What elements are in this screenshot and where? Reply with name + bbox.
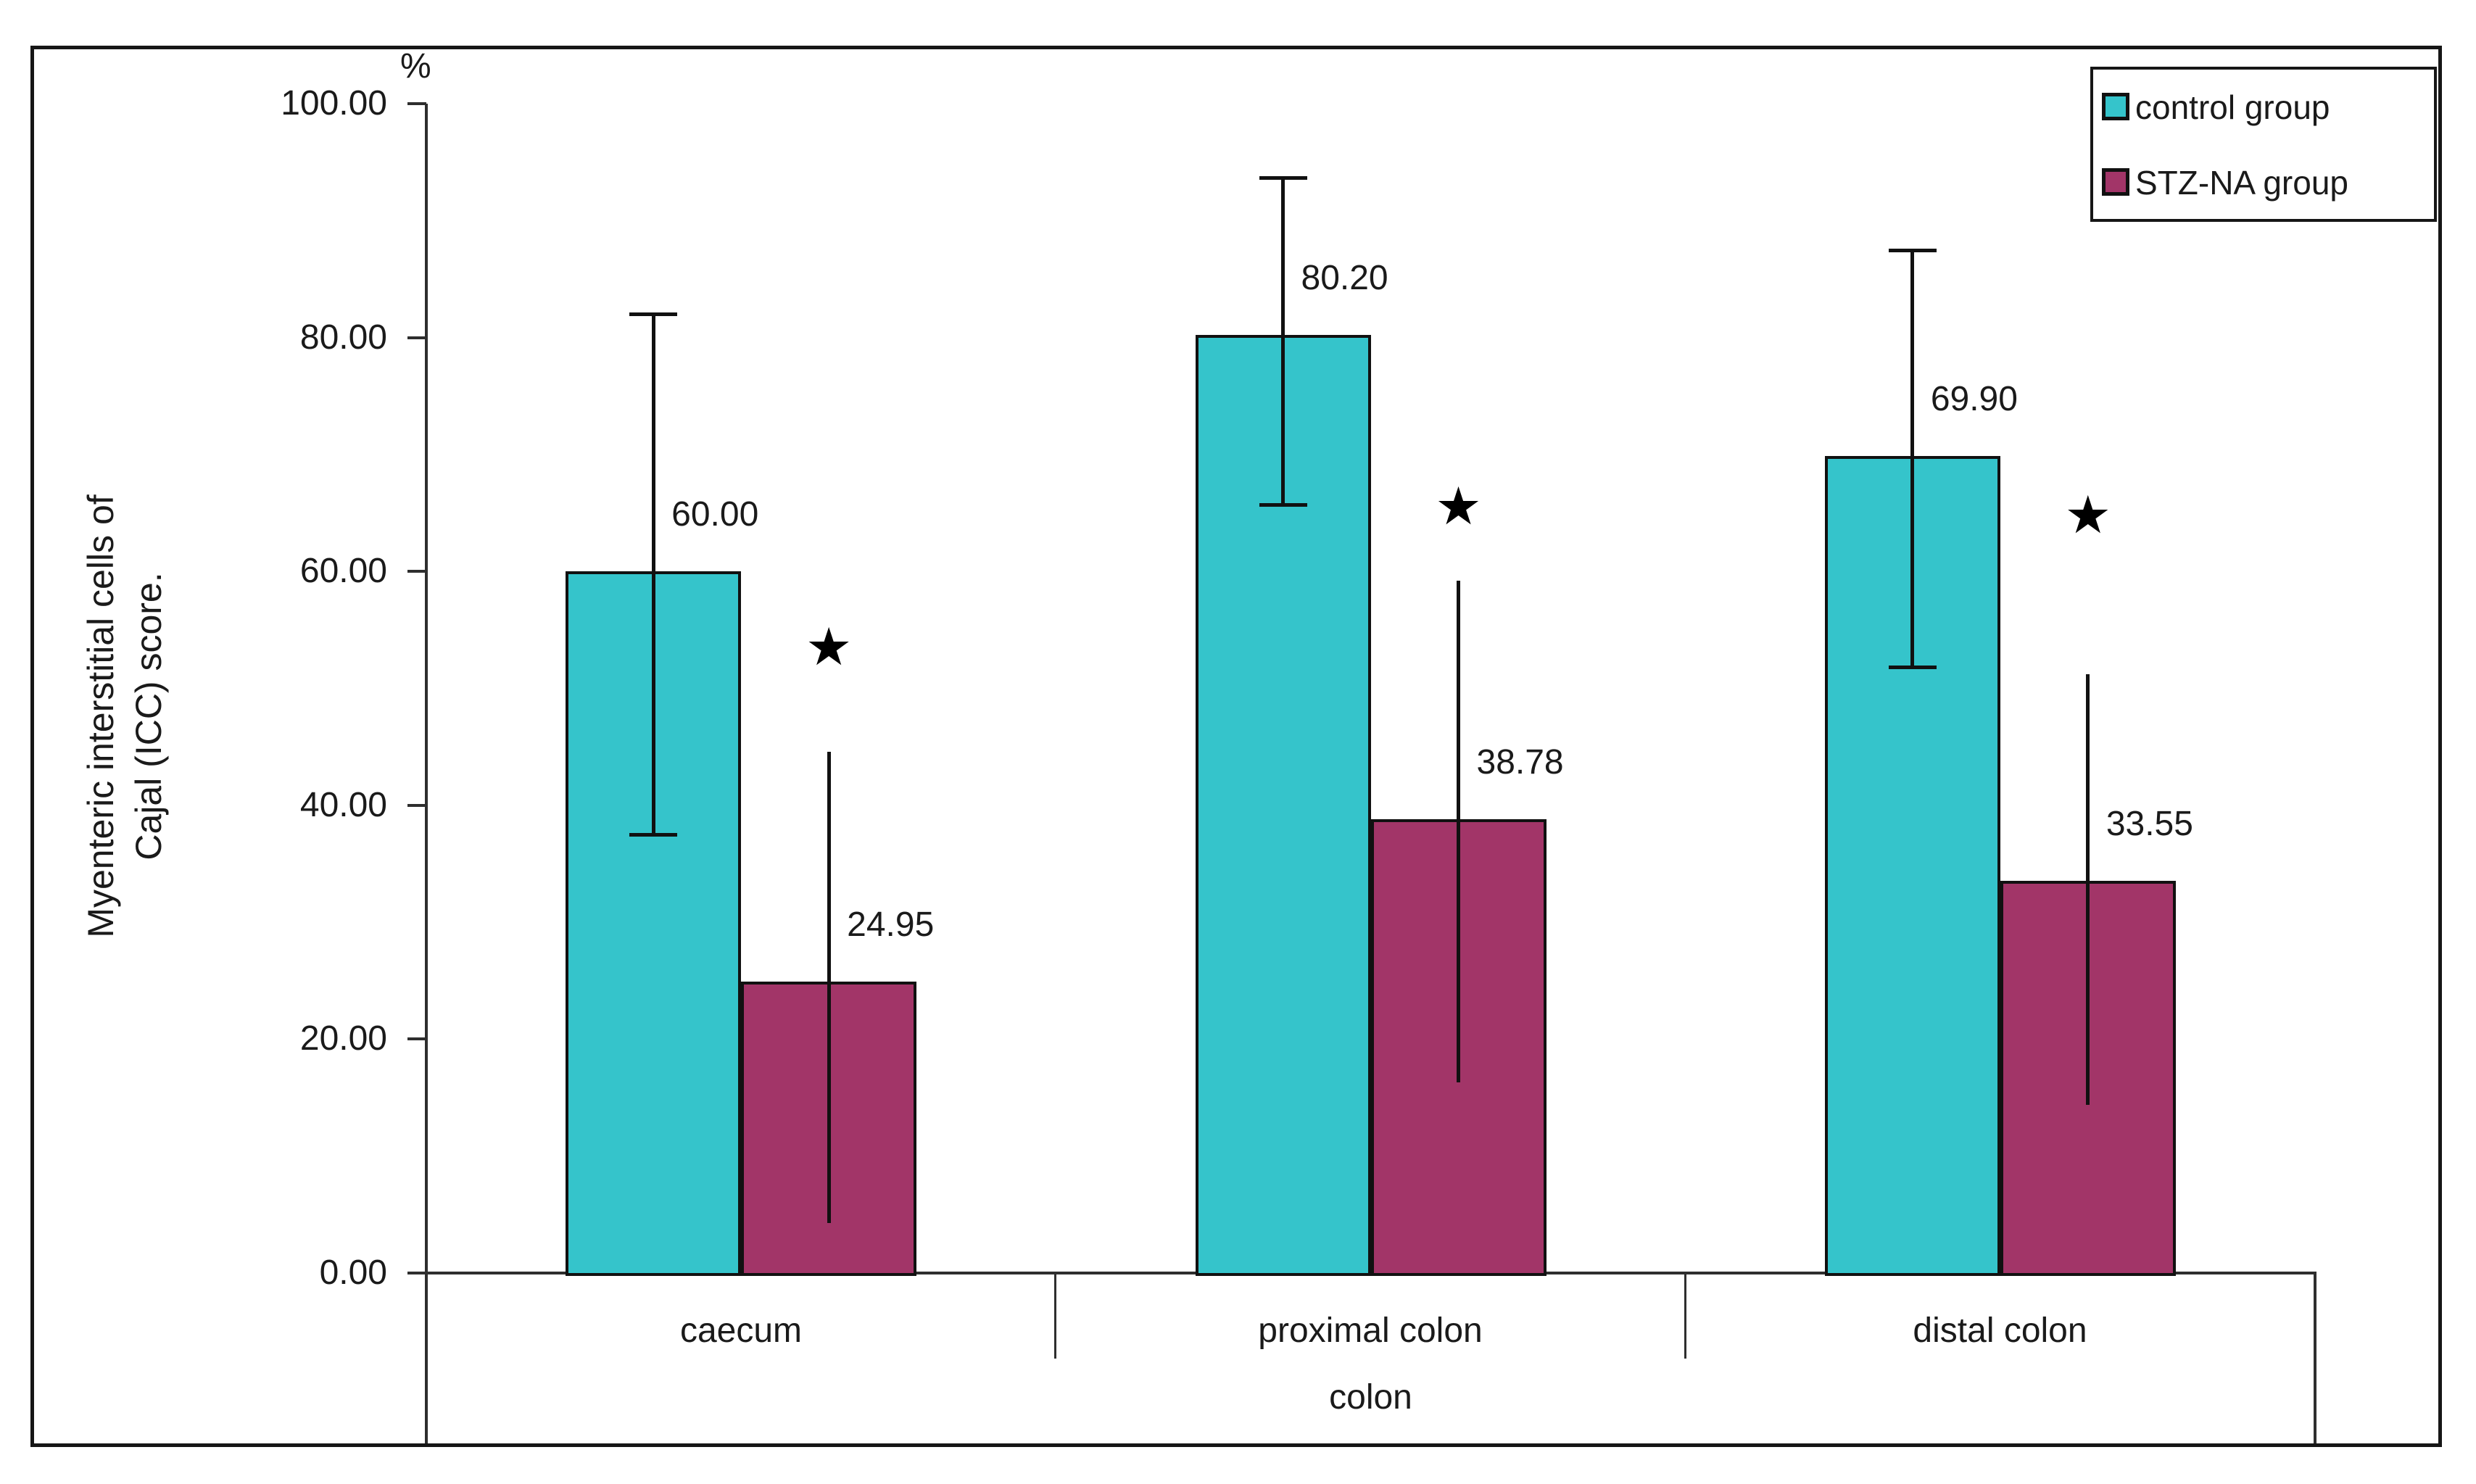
error-cap-bottom-control-group-distal-colon xyxy=(1888,666,1937,670)
data-label-stz-na-group-proximal-colon: 38.78 xyxy=(1476,743,1564,782)
legend-label-control-group: control group xyxy=(2135,88,2330,126)
data-label-control-group-caecum: 60.00 xyxy=(671,495,759,534)
legend-label-stz-na-group: STZ-NA group xyxy=(2135,164,2348,202)
data-label-control-group-proximal-colon: 80.20 xyxy=(1301,259,1388,298)
category-separator-1 xyxy=(1054,1273,1056,1359)
data-label-stz-na-group-caecum: 24.95 xyxy=(847,905,935,944)
legend: control group STZ-NA group xyxy=(2090,67,2437,222)
category-label-proximal-colon: proximal colon xyxy=(1258,1311,1483,1350)
y-tick-100 xyxy=(407,102,426,105)
chart-outer-frame xyxy=(30,46,2442,1447)
x-axis-title: colon xyxy=(1329,1378,1412,1417)
y-tick-20 xyxy=(407,1037,426,1041)
category-separator-2 xyxy=(1684,1273,1686,1359)
error-cap-bottom-control-group-proximal-colon xyxy=(1259,503,1307,507)
y-tick-60 xyxy=(407,570,426,573)
data-label-stz-na-group-distal-colon: 33.55 xyxy=(2106,804,2193,843)
y-tick-label-40: 40.00 xyxy=(299,785,387,824)
significance-star-proximal-colon: ★ xyxy=(1435,478,1482,536)
error-bar-control-group-caecum xyxy=(651,314,655,835)
y-axis-unit-label: % xyxy=(400,47,431,86)
y-tick-0 xyxy=(407,1272,426,1274)
error-cap-top-control-group-distal-colon xyxy=(1888,248,1937,252)
error-bar-control-group-distal-colon xyxy=(1910,249,1915,668)
error-bar-stz-na-group-caecum xyxy=(827,751,831,1223)
significance-star-distal-colon: ★ xyxy=(2064,486,2112,544)
y-tick-80 xyxy=(407,336,426,339)
error-cap-top-control-group-caecum xyxy=(629,312,678,317)
data-label-control-group-distal-colon: 69.90 xyxy=(1930,379,2018,418)
y-tick-label-0: 0.00 xyxy=(319,1253,387,1292)
error-bar-stz-na-group-proximal-colon xyxy=(1457,581,1460,1083)
y-tick-label-20: 20.00 xyxy=(299,1019,387,1058)
error-cap-bottom-control-group-caecum xyxy=(629,833,678,837)
significance-star-caecum: ★ xyxy=(805,618,853,677)
error-bar-stz-na-group-distal-colon xyxy=(2086,674,2090,1105)
category-label-distal-colon: distal colon xyxy=(1913,1311,2087,1350)
error-bar-control-group-proximal-colon xyxy=(1281,177,1285,505)
y-tick-label-60: 60.00 xyxy=(299,552,387,591)
category-table-right-border xyxy=(2314,1272,2316,1443)
category-label-caecum: caecum xyxy=(679,1311,803,1350)
error-cap-top-control-group-proximal-colon xyxy=(1259,175,1307,180)
y-tick-label-100: 100.00 xyxy=(281,84,387,123)
legend-swatch-control-group xyxy=(2102,93,2129,120)
y-axis-line xyxy=(425,104,428,1443)
y-tick-40 xyxy=(407,803,426,807)
legend-swatch-stz-na-group xyxy=(2102,168,2129,196)
y-tick-label-80: 80.00 xyxy=(299,318,387,357)
